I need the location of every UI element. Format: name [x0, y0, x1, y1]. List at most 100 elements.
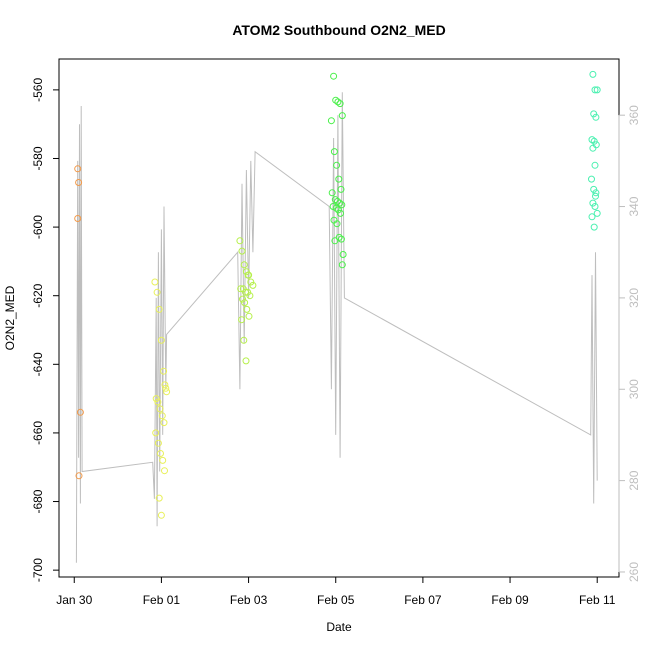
x-tick-label: Jan 30	[56, 593, 92, 607]
data-point	[236, 237, 244, 245]
secondary-trace	[75, 92, 598, 563]
data-point	[589, 199, 597, 207]
data-point	[75, 472, 83, 480]
data-point	[327, 117, 335, 125]
data-point	[591, 86, 599, 94]
data-point	[592, 189, 600, 197]
y2-tick-label: 280	[627, 470, 641, 490]
data-point	[75, 179, 83, 186]
data-point	[592, 113, 600, 121]
x-tick-label: Feb 07	[404, 593, 442, 607]
data-point	[338, 112, 346, 120]
y-tick-label: -700	[31, 558, 45, 582]
data-point	[338, 201, 346, 209]
data-point	[591, 203, 599, 210]
x-tick-label: Feb 11	[579, 593, 616, 607]
y2-tick-label: 300	[627, 379, 641, 399]
data-point	[588, 136, 596, 144]
x-axis: Jan 30 Feb 01 Feb 03 Feb 05 Feb 07 Feb 09 Feb …	[56, 576, 616, 607]
data-point	[336, 199, 344, 207]
y-tick-label: -580	[31, 146, 45, 170]
chart-title: ATOM2 Southbound O2N2_MED	[232, 22, 445, 38]
data-point	[74, 165, 82, 173]
data-point	[160, 419, 168, 427]
data-point	[244, 271, 252, 279]
y-tick-label: -620	[31, 283, 45, 307]
data-point	[337, 209, 344, 217]
y2-tick-label: 320	[627, 288, 641, 308]
data-point	[331, 237, 339, 245]
data-point	[337, 235, 345, 243]
data-point	[588, 175, 595, 183]
y-axis: -700 -680 -660 -640 -620 -600 -580 -560	[31, 78, 60, 582]
data-point	[330, 72, 338, 80]
data-points	[74, 70, 601, 519]
data-point	[249, 281, 257, 289]
x-tick-label: Feb 01	[143, 593, 181, 607]
data-point	[240, 261, 248, 269]
data-point	[333, 220, 341, 228]
data-point	[240, 336, 248, 344]
data-point	[590, 137, 598, 145]
y2-tick-label: 340	[627, 196, 641, 216]
data-point	[330, 148, 338, 156]
data-point	[333, 161, 341, 169]
data-point	[334, 98, 342, 106]
data-point	[590, 223, 598, 231]
data-point	[158, 412, 166, 420]
data-point	[151, 278, 159, 286]
data-point	[242, 357, 250, 365]
data-point	[154, 398, 162, 406]
data-point	[156, 405, 164, 413]
data-point	[159, 456, 167, 464]
data-point	[237, 285, 245, 293]
data-point	[332, 204, 340, 212]
data-point	[152, 429, 160, 437]
data-point	[161, 467, 168, 475]
data-point	[331, 196, 339, 204]
data-point	[588, 213, 596, 221]
data-point	[152, 395, 160, 403]
y2-axis: 260 280 300 320 340 360	[618, 105, 641, 582]
data-point	[334, 206, 342, 214]
data-point	[592, 192, 599, 200]
y-axis-label: O2N2_MED	[3, 285, 17, 350]
data-point	[593, 209, 601, 217]
data-point	[247, 278, 255, 286]
data-point	[589, 144, 597, 152]
data-point	[339, 251, 347, 258]
data-point	[245, 312, 253, 320]
x-axis-label: Date	[326, 620, 352, 634]
data-point	[242, 288, 249, 296]
x-tick-label: Feb 03	[230, 593, 268, 607]
y2-tick-label: 360	[627, 105, 641, 125]
data-point	[243, 305, 251, 313]
data-point	[155, 494, 163, 502]
data-point	[162, 384, 170, 392]
data-point	[160, 367, 168, 375]
data-point	[238, 316, 246, 324]
data-point	[163, 388, 171, 396]
data-point	[157, 450, 164, 457]
y-tick-label: -660	[31, 421, 45, 445]
y-tick-label: -640	[31, 352, 45, 376]
data-point	[337, 185, 345, 193]
data-point	[328, 189, 336, 197]
trace-line	[75, 92, 598, 563]
data-point	[153, 288, 161, 296]
x-tick-label: Feb 09	[491, 593, 529, 607]
data-point	[157, 336, 165, 344]
data-point	[157, 511, 165, 519]
data-point	[239, 295, 246, 303]
data-point	[334, 197, 341, 205]
y-tick-label: -680	[31, 489, 45, 513]
y-tick-label: -600	[31, 215, 45, 239]
data-point	[336, 100, 344, 108]
data-point	[76, 408, 84, 416]
data-point	[74, 215, 82, 222]
y-tick-label: -560	[31, 78, 45, 102]
data-point	[238, 247, 246, 255]
data-point	[246, 292, 254, 300]
data-point	[161, 381, 169, 389]
